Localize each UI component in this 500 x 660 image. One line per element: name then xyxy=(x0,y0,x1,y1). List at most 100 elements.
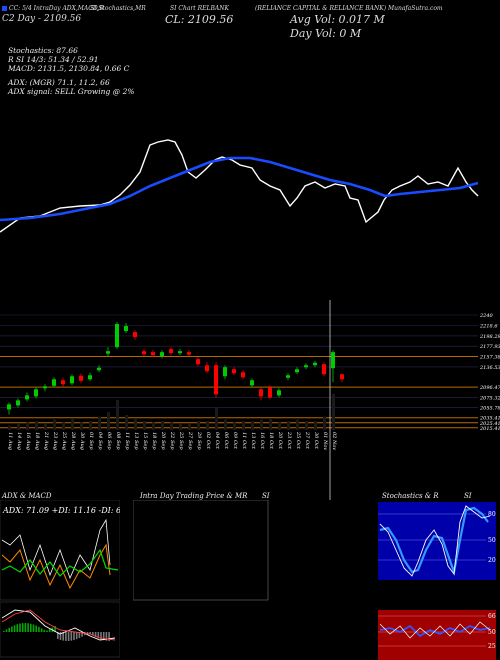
date-label: 27 Oct xyxy=(304,431,310,450)
candle-body xyxy=(304,365,308,368)
volume-bar xyxy=(80,422,83,430)
date-label: 06 Oct xyxy=(223,432,229,450)
macd-histogram-bar xyxy=(67,632,70,641)
date-label: 30 Oct xyxy=(313,432,319,450)
candle-body xyxy=(250,380,254,386)
price-level-label: 2157.38 xyxy=(479,354,500,360)
date-label: 11 Aug xyxy=(7,432,13,450)
date-label: 02 Nov xyxy=(331,432,337,450)
price-level-labels: 2240 2218.6 2198.29 2177.93 2157.38 2136.53 20… xyxy=(479,313,500,432)
date-label: 25 Aug xyxy=(61,431,67,450)
date-label: 06 Sep xyxy=(106,432,112,450)
candle-body xyxy=(16,400,20,406)
volume-bar xyxy=(143,421,146,430)
price-level-label: 2025.41 xyxy=(479,421,500,427)
price-line xyxy=(0,139,479,233)
adx-macd-panel: ADX: 71.09 +DI: 11.16 -DI: 66.94 xyxy=(0,500,120,658)
date-label: 20 Oct xyxy=(277,431,283,450)
macd-histogram-bar xyxy=(57,632,59,640)
candle-body xyxy=(268,387,272,398)
macd-histogram-bar xyxy=(92,632,94,636)
date-label: 04 Oct xyxy=(214,432,220,450)
adx-values: ADX: 71.09 +DI: 11.16 -DI: 66.94 xyxy=(2,506,120,515)
macd-histogram-bar xyxy=(27,623,29,632)
volume-bar xyxy=(269,418,272,430)
price-level-label: 2136.53 xyxy=(479,365,500,371)
volume-bar xyxy=(35,421,38,430)
candle-body xyxy=(196,359,200,365)
macd-histogram-bar xyxy=(97,632,100,639)
candle-body xyxy=(25,395,29,400)
macd-histogram-bar xyxy=(24,623,27,632)
price-chart: 2240 2218.6 2198.29 2177.93 2157.38 2136.53 20… xyxy=(0,139,500,500)
date-label: 13 Oct xyxy=(250,432,256,450)
macd-histogram-bar xyxy=(16,624,19,632)
adx-di-plus-line xyxy=(1,548,119,577)
volume-bar xyxy=(98,416,101,430)
header-day-vol: Day Vol: 0 M xyxy=(290,27,362,40)
volume-bar xyxy=(251,421,254,430)
macd-histogram-bar xyxy=(73,632,75,641)
volume-bar xyxy=(278,422,281,430)
candle-body xyxy=(187,352,191,355)
date-label: 09 Oct xyxy=(232,432,238,450)
moving-average-line xyxy=(0,156,479,222)
rsi-line xyxy=(379,624,491,638)
date-label: 23 Oct xyxy=(286,431,292,450)
candle-body xyxy=(52,379,56,386)
macd-histogram-bar xyxy=(38,626,40,632)
price-level-label: 2075.32 xyxy=(479,396,500,402)
volume-bar xyxy=(215,407,218,430)
volume-bar xyxy=(314,421,317,430)
adx-di-minus-line xyxy=(1,543,111,590)
adx-line xyxy=(1,518,111,580)
date-label: 18 Sep xyxy=(151,432,157,450)
candle-body xyxy=(61,380,65,385)
stoch-level-80: 80 xyxy=(488,511,496,518)
volume-bar xyxy=(296,419,299,430)
candle-body xyxy=(70,376,74,384)
price-level-label: 2218.6 xyxy=(479,324,498,330)
date-label: 16 Aug xyxy=(25,432,31,450)
candle-body xyxy=(259,389,263,397)
candle-body xyxy=(88,375,92,380)
date-labels: 11 Aug 14 Aug 16 Aug 18 Aug 21 Aug 23 Aug 25 A… xyxy=(7,431,337,450)
date-label: 20 Sep xyxy=(160,431,166,450)
date-label: 16 Oct xyxy=(259,432,265,450)
date-label: 22 Sep xyxy=(169,431,175,450)
candle-body xyxy=(79,375,83,381)
date-label: 29 Sep xyxy=(196,431,202,450)
candle-body xyxy=(97,367,101,371)
volume-bar xyxy=(206,421,209,430)
stochastics-readout: Stochastics: 87.66 xyxy=(8,46,78,55)
price-level-label: 2198.29 xyxy=(479,334,500,340)
volume-bar xyxy=(242,421,245,430)
volume-bar xyxy=(134,418,137,430)
macd-histogram-bar xyxy=(5,629,8,632)
volume-bar xyxy=(62,422,65,430)
volume-bar xyxy=(107,412,110,430)
candle-body xyxy=(223,367,227,377)
macd-histogram-bar xyxy=(62,632,64,641)
volume-bar xyxy=(17,424,20,430)
volume-bar xyxy=(53,419,56,430)
candle-body xyxy=(43,386,47,389)
macd-histogram-bar xyxy=(3,631,5,632)
macd-histogram-bar xyxy=(13,625,16,632)
date-label: 01 Nov xyxy=(322,432,328,450)
stoch-k-line xyxy=(379,505,491,577)
mrsi-line xyxy=(379,621,491,639)
stochastics-rsi-panel: 80 50 20 66 50 25 xyxy=(378,502,496,660)
stoch-level-20: 20 xyxy=(488,557,496,564)
candle-layer xyxy=(7,300,344,500)
volume-bar xyxy=(44,424,47,430)
price-level-label: 2177.93 xyxy=(479,344,500,350)
candle-body xyxy=(133,332,137,338)
macd-histogram-bar xyxy=(70,632,73,641)
macd-histogram-bar xyxy=(100,632,102,640)
macd-histogram-bar xyxy=(46,630,48,632)
candle-body xyxy=(340,374,344,380)
macd-histogram-bar xyxy=(75,632,78,640)
macd-histogram-bar xyxy=(19,623,21,632)
